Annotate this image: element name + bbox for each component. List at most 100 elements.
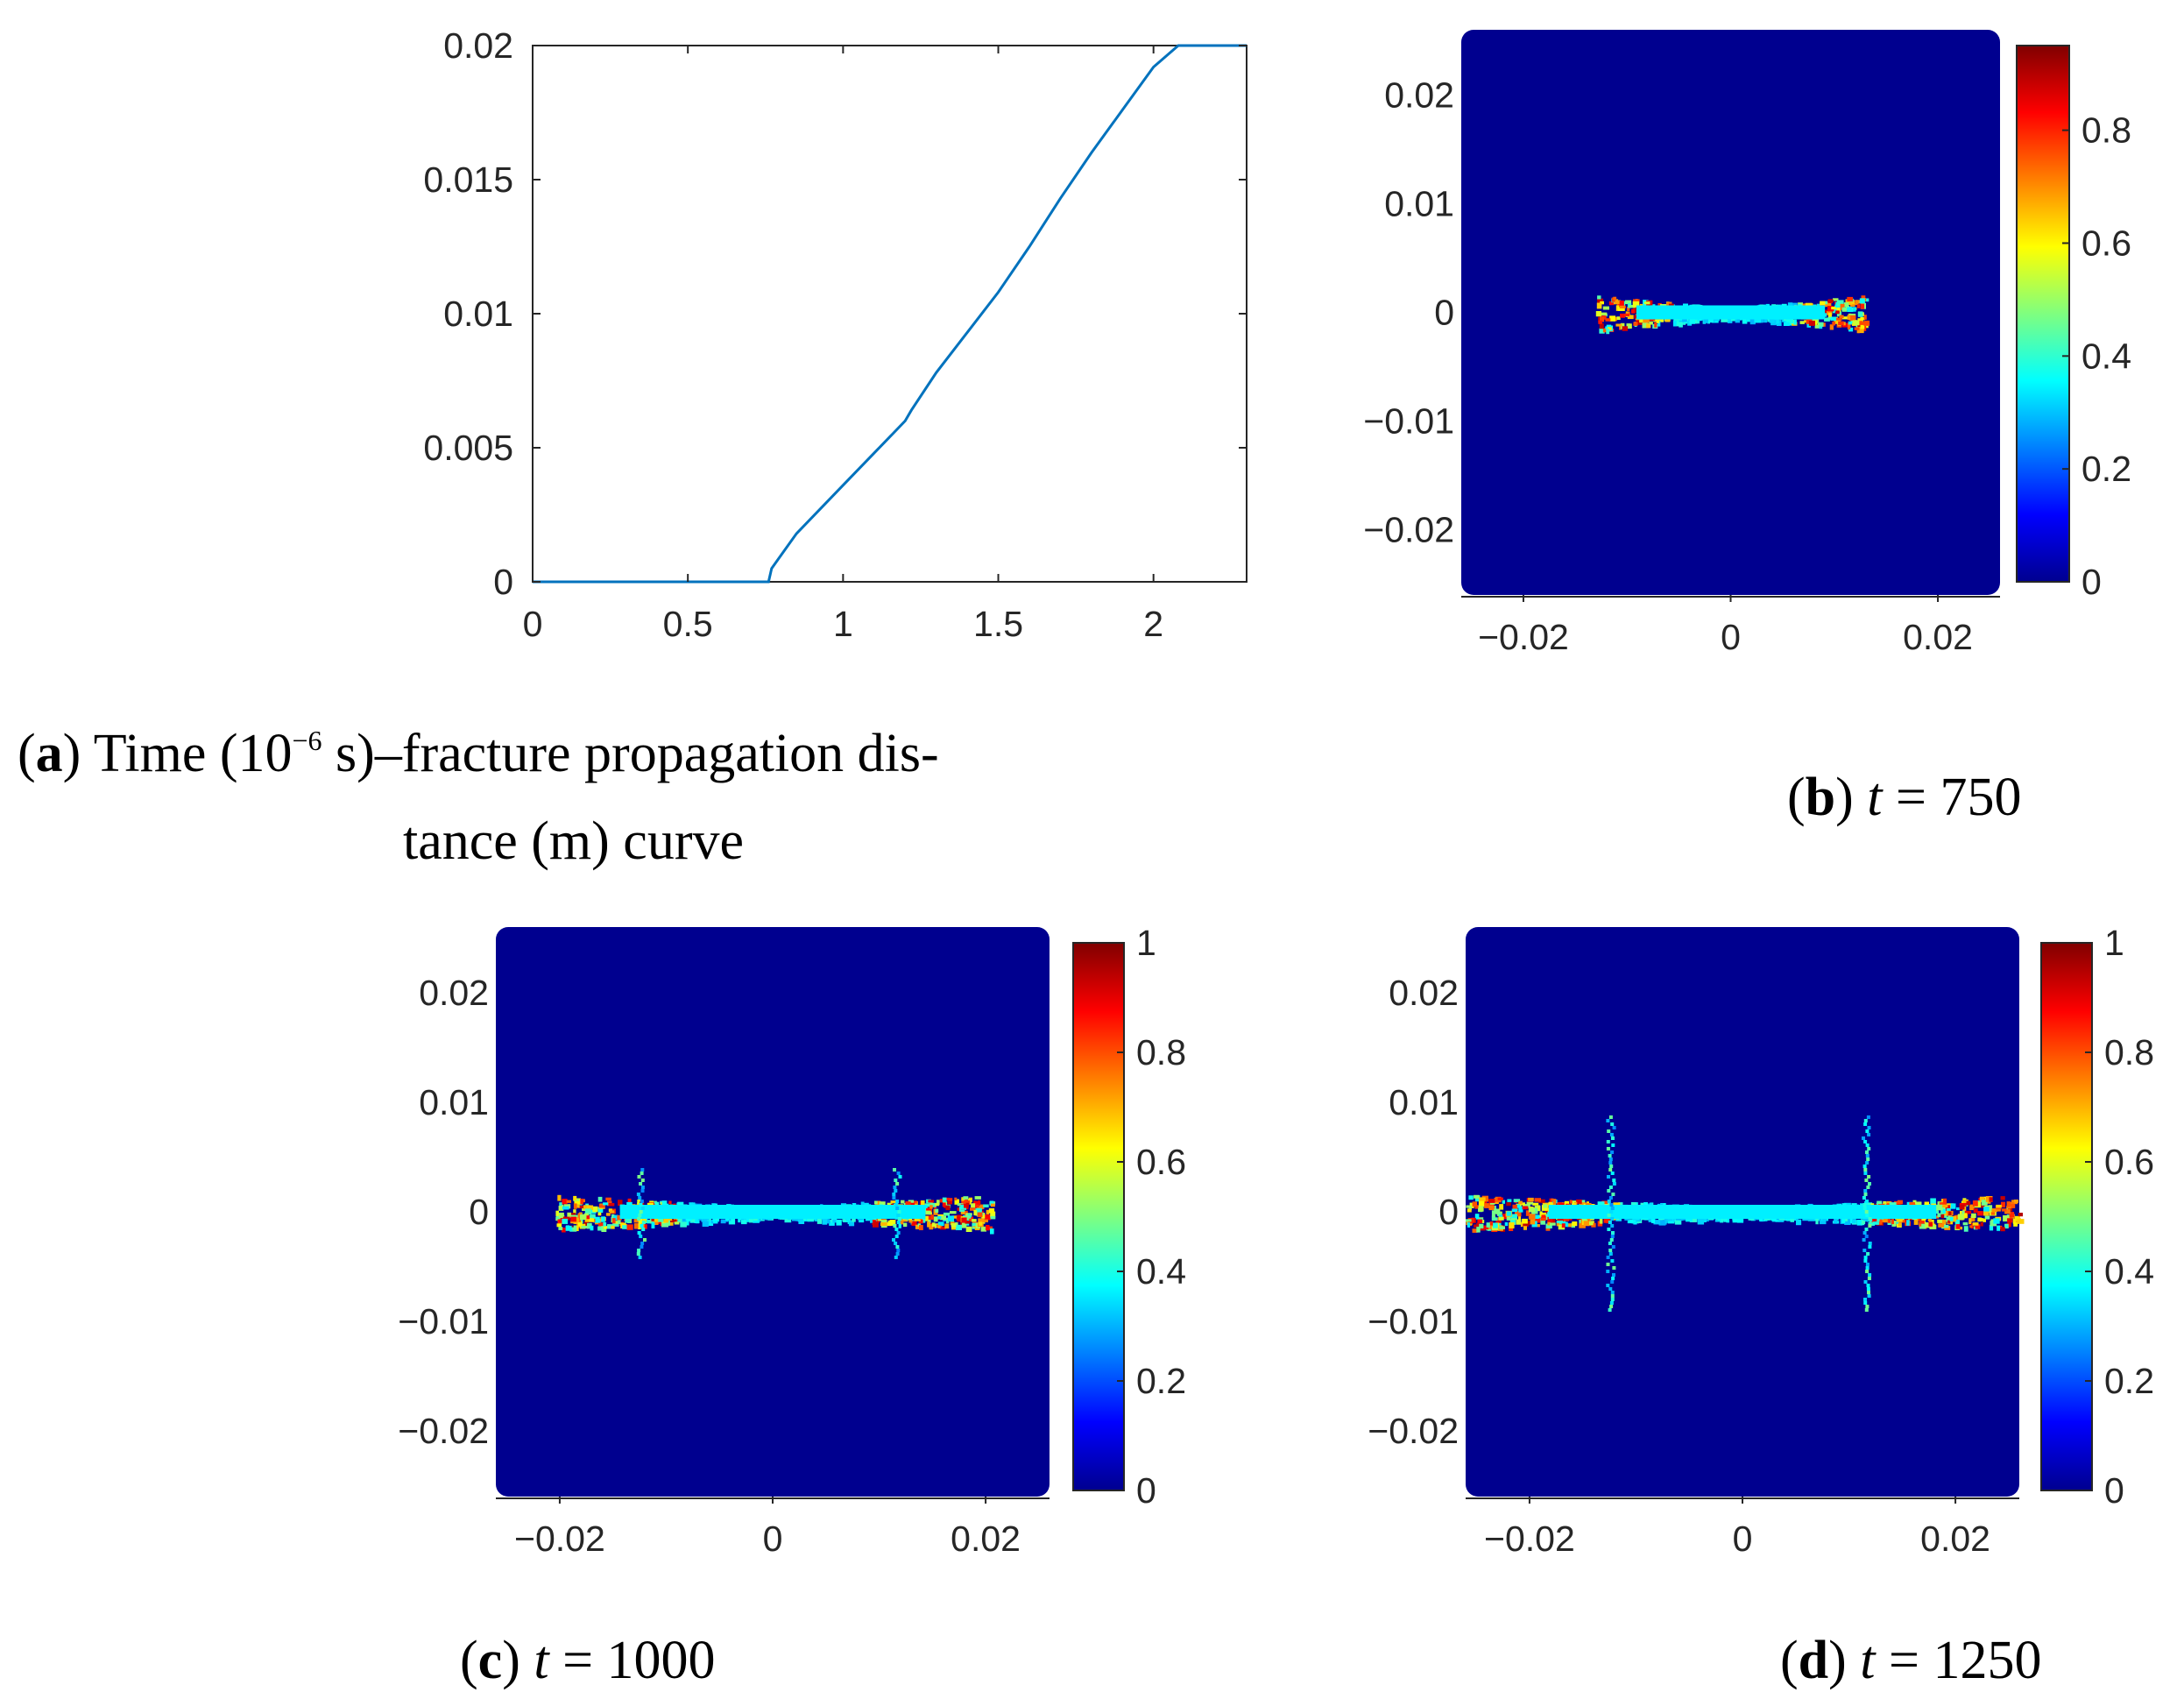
panel-d-branch-speck	[1607, 1189, 1611, 1193]
panel-c-damage-speck	[922, 1218, 926, 1223]
panel-c-damage-speck	[852, 1216, 856, 1222]
panel-d-damage-speck	[1989, 1224, 1994, 1231]
panel-b-damage-speck	[1793, 319, 1797, 325]
panel-c-damage-speck	[887, 1220, 892, 1225]
panel-b-damage-speck	[1804, 320, 1807, 323]
panel-d-damage-speck	[1959, 1226, 1963, 1230]
panel-c-damage-speck	[842, 1219, 846, 1222]
panel-c-damage-speck	[939, 1226, 946, 1230]
panel-d-damage-speck	[1481, 1220, 1485, 1223]
panel-c-xtick-label: −0.02	[514, 1518, 605, 1559]
panel-b-damage-speck	[1836, 311, 1841, 317]
panel-c-damage-speck	[947, 1200, 953, 1205]
panel-b-damage-speck	[1791, 302, 1798, 308]
panel-d-branch-speck	[1863, 1193, 1868, 1196]
panel-d-damage-speck	[1845, 1216, 1852, 1223]
panel-c-damage-speck	[611, 1214, 615, 1220]
panel-b-damage-speck	[1838, 321, 1844, 325]
panel-d-damage-speck	[1862, 1216, 1869, 1221]
panel-d-damage-speck	[1528, 1213, 1536, 1220]
panel-d-damage-speck	[1972, 1222, 1979, 1226]
panel-c-damage-speck	[562, 1218, 569, 1224]
panel-d-branch-speck	[1868, 1242, 1872, 1245]
panel-b-damage-speck	[1836, 307, 1841, 312]
panel-c-damage-speck	[567, 1212, 571, 1218]
panel-c-damage-speck	[937, 1221, 944, 1226]
panel-d-damage-speck	[1576, 1199, 1582, 1204]
panel-d-damage-speck	[1881, 1217, 1889, 1222]
panel-d-damage-speck	[1649, 1202, 1653, 1207]
panel-c-branch-speck	[898, 1175, 902, 1179]
panel-d-damage-speck	[1552, 1199, 1557, 1205]
panel-c-damage-speck	[954, 1197, 958, 1200]
panel-c-damage-speck	[566, 1200, 571, 1203]
panel-d-damage-speck	[1525, 1210, 1530, 1216]
panel-d-damage-speck	[2004, 1224, 2009, 1228]
panel-c-branch-speck	[640, 1207, 645, 1210]
panel-d-branch-speck	[1612, 1126, 1616, 1129]
panel-c-damage-speck	[702, 1221, 709, 1227]
panel-c-damage-speck	[686, 1219, 689, 1226]
panel-d-heatmap: −0.02 0 0.020.020.010−0.01−0.0200.20.40.60…	[1368, 923, 2154, 1559]
panel-c-branch-speck	[896, 1249, 901, 1252]
panel-b-damage-speck	[1599, 328, 1605, 334]
panel-b-damage-speck	[1597, 298, 1604, 303]
panel-b-damage-speck	[1843, 302, 1849, 307]
panel-d-damage-speck	[1975, 1224, 1981, 1229]
panel-c-branch-speck	[640, 1245, 644, 1249]
panel-b-damage-speck	[1856, 328, 1860, 334]
panel-c-damage-speck	[972, 1219, 977, 1222]
panel-c-damage-speck	[565, 1225, 572, 1231]
panel-c-damage-speck	[874, 1200, 878, 1205]
panel-d-branch-speck	[1608, 1252, 1613, 1256]
panel-b-damage-speck	[1857, 311, 1863, 317]
panel-d-branch-speck	[1863, 1168, 1868, 1172]
panel-c-branch-speck	[643, 1238, 647, 1242]
panel-d-damage-speck	[2013, 1200, 2018, 1203]
panel-d-damage-speck	[1579, 1220, 1582, 1224]
panel-d-damage-speck	[1697, 1218, 1705, 1225]
panel-c-damage-speck	[797, 1215, 803, 1222]
panel-c-damage-speck	[587, 1222, 592, 1229]
panel-d-branch-speck	[1867, 1147, 1871, 1150]
panel-b-colorbar-label: 0.6	[2082, 223, 2131, 263]
panel-d-caption: (d) t = 1250	[1780, 1631, 2042, 1690]
panel-d-damage-speck	[1969, 1204, 1975, 1211]
panel-d-branch-speck	[1607, 1175, 1610, 1179]
panel-c-colorbar-gradient	[1072, 942, 1125, 1491]
panel-c-damage-speck	[903, 1222, 908, 1227]
panel-b-damage-speck	[1863, 315, 1867, 320]
panel-c-branch-speck	[641, 1221, 646, 1224]
panel-d-damage-speck	[1665, 1219, 1668, 1223]
panel-d-damage-speck	[2007, 1218, 2013, 1223]
panel-c-damage-speck	[617, 1219, 621, 1224]
panel-a-xtick-label: 1	[833, 604, 853, 644]
panel-b-damage-speck	[1847, 323, 1851, 330]
panel-d-branch-speck	[1865, 1214, 1869, 1217]
panel-c-branch-speck	[638, 1196, 642, 1200]
panel-d-damage-speck	[1956, 1207, 1961, 1211]
panel-c-ytick-label: 0.01	[419, 1082, 489, 1122]
panel-c-branch-speck	[640, 1200, 644, 1203]
panel-c-damage-speck	[971, 1203, 975, 1208]
panel-d-damage-speck	[1572, 1221, 1578, 1227]
panel-c-damage-speck	[665, 1220, 670, 1226]
panel-d-damage-speck	[1977, 1217, 1982, 1222]
panel-d-damage-speck	[1512, 1204, 1518, 1210]
panel-d-damage-speck	[1601, 1200, 1608, 1204]
panel-b-xtick-label: −0.02	[1478, 617, 1569, 657]
panel-d-damage-speck	[1928, 1221, 1933, 1227]
panel-d-damage-speck	[1948, 1211, 1952, 1215]
panel-c-damage-speck	[927, 1221, 930, 1228]
panel-d-damage-speck	[1488, 1205, 1495, 1211]
panel-d-damage-speck	[1942, 1219, 1947, 1225]
panel-d-damage-speck	[2004, 1209, 2011, 1214]
panel-c-damage-speck	[940, 1215, 946, 1221]
panel-c-damage-speck	[720, 1219, 726, 1224]
panel-d-damage-speck	[1796, 1219, 1802, 1226]
panel-d-branch-speck	[1863, 1301, 1868, 1305]
panel-d-damage-speck	[1946, 1216, 1950, 1222]
panel-c-damage-speck	[562, 1216, 570, 1221]
panel-d-branch-speck	[1865, 1154, 1869, 1157]
panel-d-branch-speck	[1611, 1231, 1615, 1235]
